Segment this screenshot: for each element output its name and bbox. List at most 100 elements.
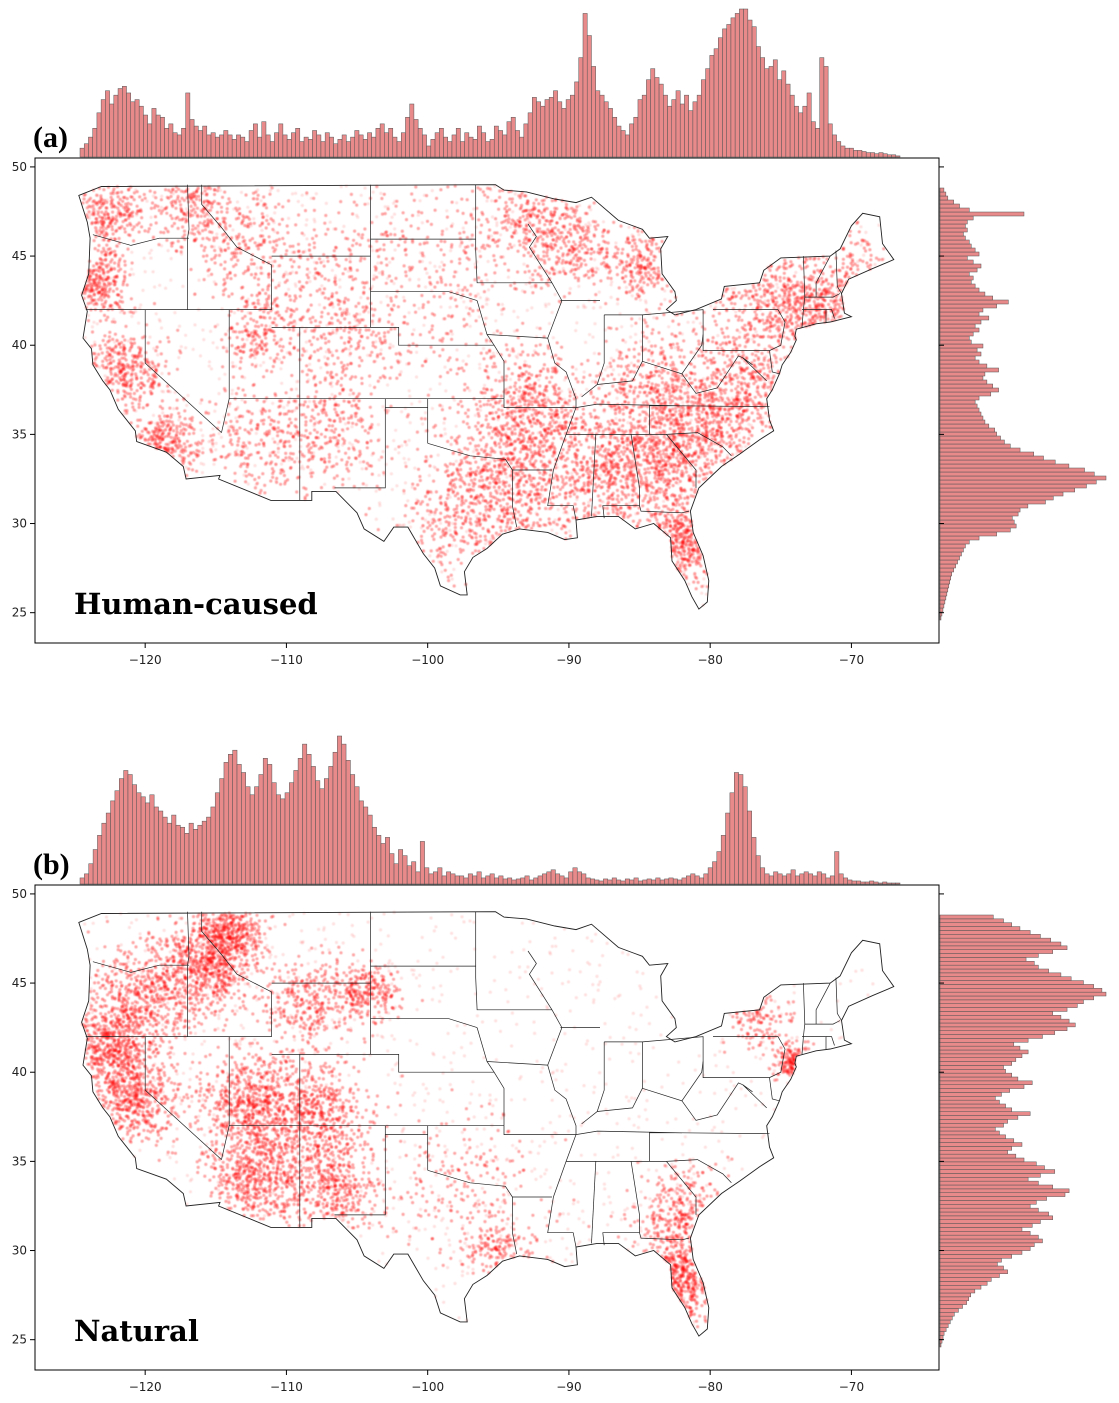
fire-point	[150, 201, 155, 205]
fire-point	[105, 232, 109, 236]
fire-point	[87, 284, 91, 288]
fire-point	[124, 324, 128, 328]
fire-point	[297, 475, 301, 479]
fire-point	[534, 283, 538, 287]
fire-point	[306, 308, 311, 312]
lon-hist-bar	[261, 121, 267, 158]
fire-point	[399, 370, 403, 374]
fire-point	[444, 283, 448, 287]
fire-point	[164, 359, 168, 363]
fire-point	[101, 262, 105, 266]
fire-point	[280, 217, 284, 221]
fire-point	[465, 267, 469, 271]
lat-hist-bar	[939, 215, 974, 221]
lon-hist-bar	[206, 134, 212, 158]
fire-point	[394, 352, 398, 356]
fire-point	[289, 313, 294, 317]
fire-point	[293, 321, 297, 326]
fire-point	[375, 275, 379, 279]
fire-point	[319, 334, 323, 338]
fire-point	[137, 433, 142, 437]
fire-point	[119, 212, 123, 217]
lon-hist-bar	[291, 132, 296, 158]
fire-point	[115, 293, 120, 297]
fire-point	[227, 294, 231, 298]
fire-point	[220, 195, 225, 199]
fire-point	[100, 230, 104, 234]
fire-point	[223, 260, 227, 264]
fire-point	[289, 298, 293, 302]
fire-point	[255, 481, 259, 485]
fire-point	[174, 206, 178, 210]
fire-point	[563, 241, 567, 245]
fire-point	[485, 199, 489, 203]
fire-point	[349, 388, 353, 392]
fire-point	[450, 224, 454, 228]
fire-point	[432, 295, 436, 299]
fire-point	[150, 360, 154, 364]
fire-point	[111, 189, 115, 193]
fire-point	[236, 439, 240, 443]
fire-point	[228, 200, 232, 204]
fire-point	[96, 221, 100, 225]
fire-point	[182, 431, 186, 435]
fire-point	[432, 479, 436, 483]
fire-point	[597, 243, 601, 247]
fire-point	[623, 280, 627, 284]
fire-point	[261, 422, 266, 426]
fire-point	[246, 409, 250, 413]
fire-point	[568, 248, 572, 252]
fire-point	[126, 188, 131, 192]
fire-point	[665, 284, 669, 288]
lat-hist-bar	[939, 607, 944, 613]
fire-point	[219, 435, 223, 439]
lon-hist-bar	[472, 139, 478, 158]
fire-point	[347, 456, 351, 460]
fire-point	[364, 467, 368, 471]
lat-hist-bar	[939, 615, 942, 621]
fire-point	[400, 285, 404, 289]
fire-point	[568, 227, 572, 232]
lon-hist-bar	[223, 130, 229, 158]
fire-point	[639, 264, 643, 268]
fire-point	[309, 196, 313, 200]
fire-point	[111, 337, 115, 341]
fire-point	[673, 346, 677, 350]
fire-point	[210, 272, 214, 276]
fire-point	[506, 214, 510, 218]
fire-point	[172, 407, 176, 411]
fire-point	[347, 330, 351, 334]
fire-point	[538, 265, 542, 269]
fire-point	[525, 201, 529, 205]
fire-point	[235, 419, 239, 424]
fire-point	[273, 205, 278, 209]
lon-hist-bar	[777, 79, 782, 158]
fire-point	[627, 241, 632, 245]
fire-point	[346, 269, 350, 273]
fire-point	[528, 459, 532, 463]
fire-point	[592, 306, 596, 310]
fire-point	[709, 304, 713, 308]
fire-point	[390, 457, 394, 461]
fire-point	[203, 219, 207, 224]
fire-point	[256, 247, 260, 251]
fire-point	[439, 305, 443, 309]
fire-point	[441, 337, 445, 341]
fire-point	[436, 453, 440, 457]
fire-point	[640, 275, 644, 279]
fire-point	[576, 256, 580, 260]
fire-point	[108, 252, 112, 256]
fire-point	[308, 356, 312, 360]
fire-point	[256, 193, 260, 197]
lon-hist-bar	[236, 134, 241, 158]
fire-point	[380, 341, 384, 345]
fire-point	[433, 466, 437, 470]
lon-hist-bar	[561, 108, 567, 158]
lon-hist-bar	[608, 108, 613, 158]
lon-hist-bar	[603, 101, 609, 158]
fire-point	[859, 225, 863, 229]
fire-point	[357, 364, 361, 368]
fire-point	[638, 298, 643, 302]
fire-point	[465, 236, 469, 240]
fire-point	[454, 459, 458, 463]
